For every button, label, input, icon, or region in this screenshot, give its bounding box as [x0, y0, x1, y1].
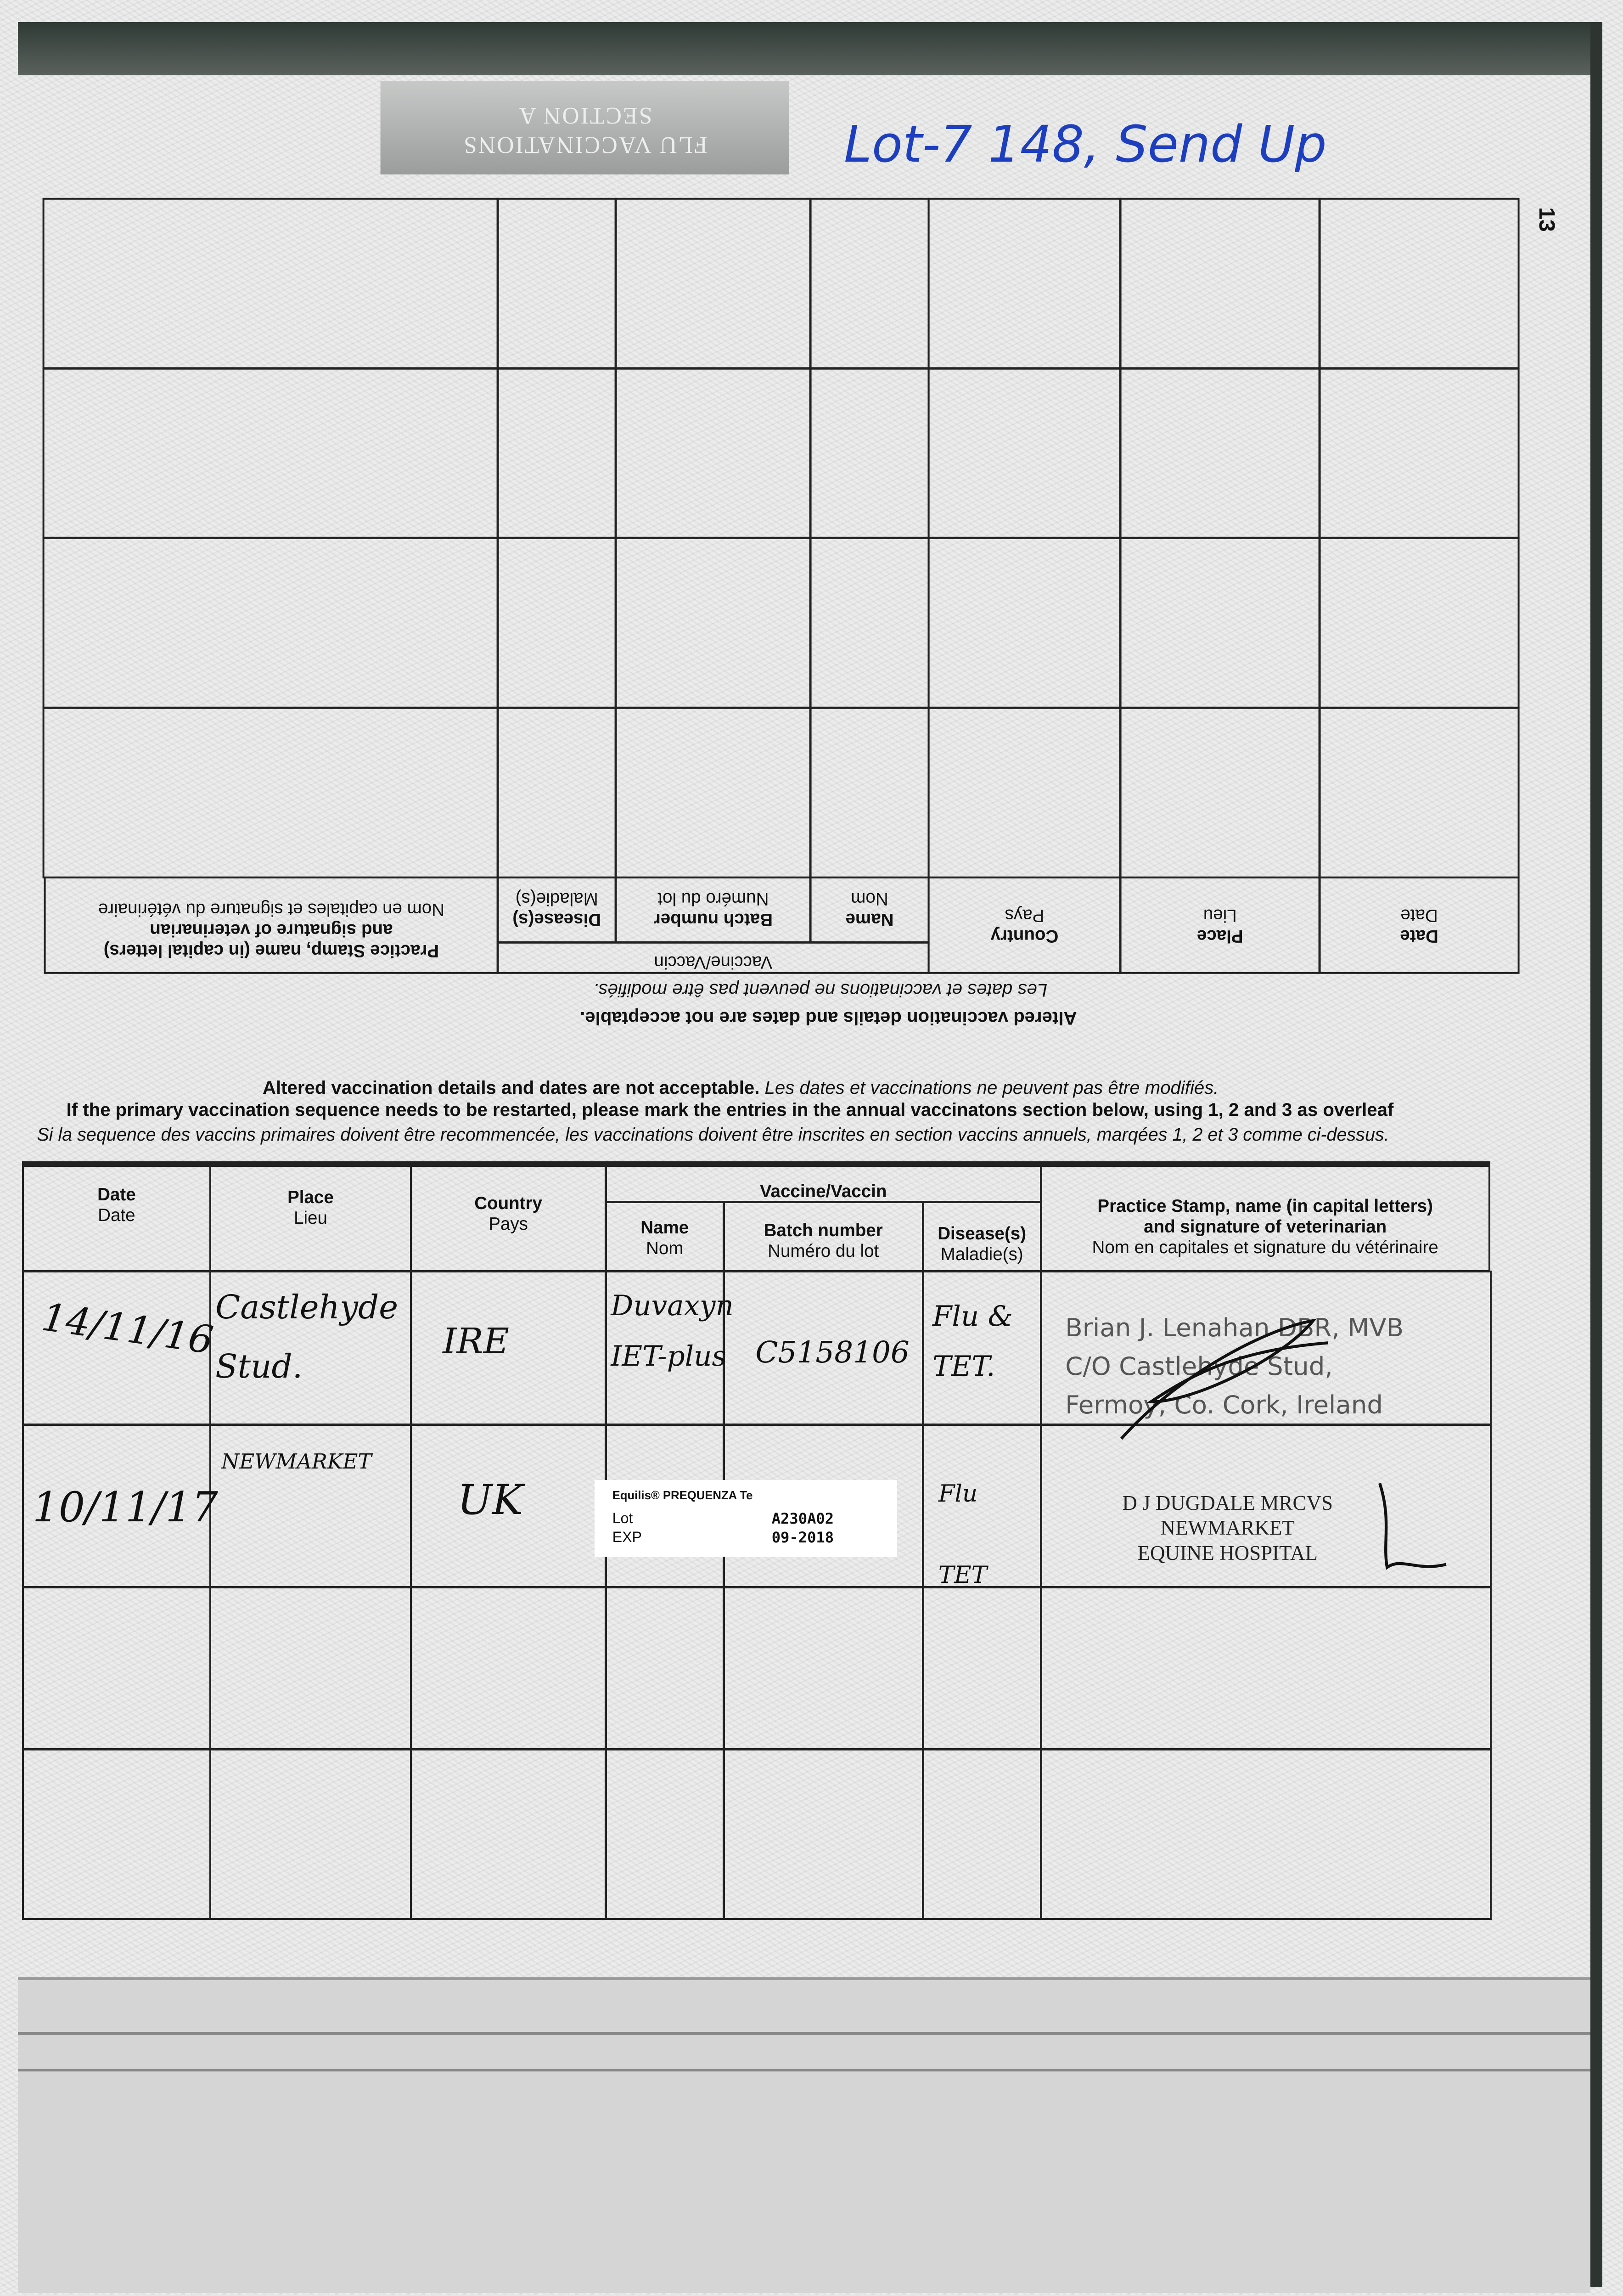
- row1-disease: Flu & TET.: [932, 1300, 1013, 1383]
- table-cell: [209, 1749, 412, 1920]
- page-number: 13: [1534, 207, 1559, 232]
- row1-signature: [1120, 1318, 1328, 1440]
- upper-table-cell: [615, 367, 812, 539]
- header-vaccine: Vaccine/Vaccin: [605, 1161, 1042, 1203]
- upper-table-cell: [928, 537, 1122, 709]
- upper-table-cell: [1319, 707, 1520, 878]
- scan-right-edge: [1590, 22, 1602, 2288]
- table-cell: [605, 1586, 724, 1750]
- upper-notice-en: Altered vaccination details and dates ar…: [580, 1007, 1077, 1029]
- table-cell: [209, 1586, 412, 1750]
- upper-notice-fr: Les dates et vaccinations ne peuvent pas…: [593, 979, 1048, 1001]
- upper-table-cell: [1120, 197, 1321, 369]
- header-batch: Batch number Numéro du lot: [723, 1201, 924, 1272]
- upper-table-cell: [497, 197, 617, 369]
- upper-header-vaccine: Vaccine/Vaccin: [497, 941, 930, 974]
- upper-table-cell: [1120, 367, 1321, 539]
- upper-table-cell: [1120, 707, 1321, 878]
- row2-signature: [1378, 1482, 1447, 1570]
- upper-table-cell: [928, 197, 1122, 369]
- table-cell: [410, 1749, 607, 1920]
- upper-table-cell: [1319, 197, 1520, 369]
- table-cell: [723, 1749, 924, 1920]
- table-cell: [22, 1586, 211, 1750]
- upper-header-date: Date Date: [1319, 876, 1520, 974]
- upper-table-cell: [43, 197, 499, 369]
- handwritten-note: Lot-7 148, Send Up: [844, 115, 1327, 174]
- upper-header-practice: Practice Stamp, name (in capital letters…: [44, 876, 499, 974]
- header-name: Name Nom: [605, 1201, 724, 1272]
- row2-disease: Flu TET: [938, 1480, 987, 1589]
- table-cell: [922, 1749, 1042, 1920]
- upper-table-cell: [1120, 537, 1321, 709]
- upper-section-flu-vaccinations: Altered vaccination details and dates ar…: [43, 81, 1520, 1041]
- upper-table-cell: [928, 367, 1122, 539]
- table-cell: [605, 1749, 724, 1920]
- upper-table-cell: [43, 367, 499, 539]
- header-disease: Disease(s) Maladie(s): [922, 1201, 1042, 1272]
- upper-header-name: Name Nom: [810, 876, 930, 943]
- row2-country: UK: [457, 1475, 523, 1524]
- upper-table-cell: [615, 197, 812, 369]
- row2-practice-stamp: D J DUGDALE MRCVS NEWMARKET EQUINE HOSPITA…: [1122, 1491, 1333, 1564]
- table-cell: [723, 1586, 924, 1750]
- table-cell: [22, 1749, 211, 1920]
- upper-table-cell: [810, 367, 930, 539]
- scan-bottom-area: [17, 1977, 1591, 2293]
- table-cell: [1040, 1749, 1492, 1920]
- upper-table-cell: [810, 197, 930, 369]
- table-cell: [410, 1586, 607, 1750]
- upper-table-cell: [810, 537, 930, 709]
- lower-instruction-fr: Si la sequence des vaccins primaires doi…: [37, 1124, 1389, 1145]
- upper-table-cell: [615, 707, 812, 878]
- row1-practice-stamp: Brian J. Lenahan DBR, MVB C/O Castlehyde …: [1065, 1313, 1404, 1419]
- upper-table-cell: [497, 537, 617, 709]
- section-title-flu-vaccinations: FLU VACCINATIONS SECTION A: [381, 81, 790, 174]
- scan-top-edge: [17, 22, 1600, 75]
- upper-table-cell: [928, 707, 1122, 878]
- row2-place: NEWMARKET: [221, 1449, 372, 1474]
- row2-date: 10/11/17: [32, 1483, 218, 1531]
- upper-table-cell: [1319, 367, 1520, 539]
- upper-header-batch: Batch number Numéro du lot: [615, 876, 812, 943]
- header-country: Country Pays: [410, 1161, 607, 1272]
- upper-table-cell: [43, 707, 499, 878]
- row1-vaccine-name: Duvaxyn IET-plus: [611, 1289, 734, 1373]
- row1-country: IRE: [443, 1321, 509, 1362]
- upper-header-disease: Disease(s) Maladie(s): [497, 876, 617, 943]
- upper-table-cell: [615, 537, 812, 709]
- upper-table-cell: [810, 707, 930, 878]
- table-cell: [209, 1424, 412, 1588]
- header-practice: Practice Stamp, name (in capital letters…: [1040, 1161, 1490, 1272]
- upper-table-cell: [1319, 537, 1520, 709]
- table-cell: [1040, 1586, 1492, 1750]
- header-place: Place Lieu: [209, 1161, 412, 1272]
- vaccine-batch-sticker: Equilis® PREQUENZA Te Lot A230A02 EXP 09…: [595, 1480, 897, 1557]
- lower-instruction-en: If the primary vaccination sequence need…: [66, 1099, 1394, 1120]
- upper-table-cell: [497, 707, 617, 878]
- row1-place: Castlehyde Stud.: [215, 1288, 399, 1385]
- row1-batch: C5158106: [755, 1335, 910, 1370]
- lower-notice: Altered vaccination details and dates ar…: [263, 1077, 1219, 1098]
- upper-table-cell: [43, 537, 499, 709]
- header-date: Date Date: [22, 1161, 211, 1272]
- upper-header-country: Country Pays: [928, 876, 1122, 974]
- upper-table-cell: [497, 367, 617, 539]
- upper-header-place: Place Lieu: [1120, 876, 1321, 974]
